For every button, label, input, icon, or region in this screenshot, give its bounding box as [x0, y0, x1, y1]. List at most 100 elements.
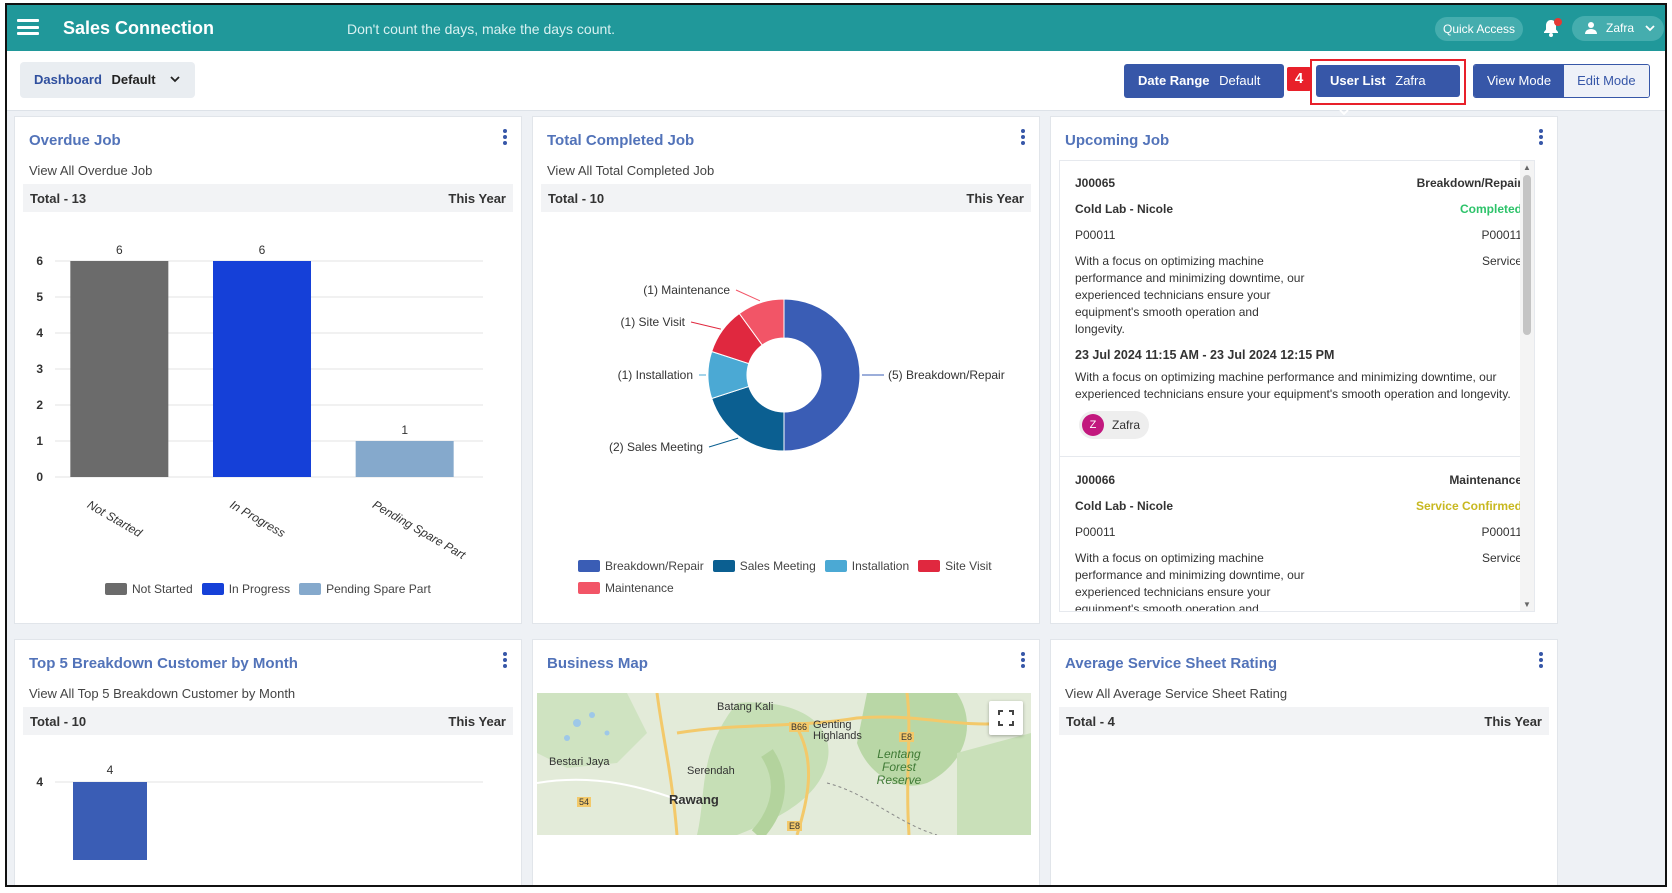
legend-item[interactable]: Pending Spare Part [299, 578, 431, 600]
legend-swatch [105, 583, 127, 595]
map-place-label: Serendah [687, 765, 735, 777]
map-place-label: Rawang [669, 792, 719, 807]
legend-item[interactable]: Maintenance [578, 577, 674, 599]
callout-label: (1) Installation [618, 368, 693, 382]
view-all-link[interactable]: View All Total Completed Job [547, 163, 715, 178]
total-count: Total - 13 [30, 191, 87, 206]
scroll-up-icon[interactable]: ▲ [1523, 163, 1531, 172]
legend-swatch [201, 583, 224, 595]
bar [213, 261, 311, 477]
total-count: Total - 10 [30, 714, 87, 729]
card-title[interactable]: Upcoming Job [1065, 132, 1170, 149]
map-place-label: Batang Kali [717, 701, 774, 713]
card-title[interactable]: Top 5 Breakdown Customer by Month [29, 655, 298, 672]
dashboard-value: Default [111, 72, 156, 87]
status-badge: Completed [1459, 202, 1522, 216]
total-bar: Total - 10 This Year [23, 707, 513, 735]
business-map[interactable]: Batang Kali Genting Highlands Lentang Fo… [537, 693, 1031, 835]
legend-item[interactable]: Breakdown/Repair [578, 555, 704, 577]
legend-label: Breakdown/Repair [605, 559, 704, 573]
card-title[interactable]: Average Service Sheet Rating [1065, 655, 1278, 672]
job-description: With a focus on optimizing machine perfo… [1075, 254, 1305, 336]
callout-label: (1) Site Visit [621, 315, 686, 329]
scrollbar[interactable]: ▲ ▼ [1520, 161, 1534, 611]
view-all-link[interactable]: View All Average Service Sheet Rating [1065, 686, 1288, 701]
chart-legend: Not Started In Progress Pending Spare Part [105, 578, 440, 600]
quick-access-button[interactable]: Quick Access [1435, 17, 1524, 41]
legend-item[interactable]: Sales Meeting [712, 555, 816, 577]
assignee-name: Zafra [1112, 418, 1141, 432]
user-menu[interactable]: Zafra [1572, 16, 1664, 41]
date-range-select[interactable]: Date Range Default [1124, 64, 1284, 98]
chevron-down-icon [1645, 25, 1655, 32]
total-completed-job-card: Total Completed Job View All Total Compl… [532, 116, 1040, 624]
callout-line [735, 289, 761, 302]
avatar: Z [1082, 414, 1104, 436]
more-options-icon[interactable] [1539, 129, 1543, 147]
data-label: 1 [401, 423, 408, 437]
donut-slice [783, 298, 861, 452]
y-tick-label: 1 [36, 434, 43, 448]
y-tick-label: 3 [36, 362, 43, 376]
scroll-down-icon[interactable]: ▼ [1523, 600, 1531, 609]
more-options-icon[interactable] [503, 652, 507, 670]
step-badge: 4 [1287, 67, 1311, 91]
more-options-icon[interactable] [503, 129, 507, 147]
legend-item[interactable]: In Progress [201, 578, 290, 600]
view-mode-button[interactable]: View Mode [1474, 65, 1565, 97]
legend-swatch [918, 560, 941, 572]
edit-mode-button[interactable]: Edit Mode [1564, 65, 1649, 97]
job-code: P00011 [1481, 228, 1522, 242]
more-options-icon[interactable] [1021, 652, 1025, 670]
data-label: 6 [116, 243, 123, 257]
legend-swatch [578, 560, 600, 572]
road-label: B66 [789, 722, 810, 732]
data-label: 4 [107, 763, 114, 777]
legend-item[interactable]: Installation [824, 555, 909, 577]
job-type: Breakdown/Repair [1416, 176, 1522, 190]
legend-item[interactable]: Not Started [105, 578, 193, 600]
period-label: This Year [966, 191, 1024, 206]
menu-icon[interactable] [17, 19, 39, 35]
business-map-card: Business Map Batang Kali Genting Highl [532, 639, 1040, 885]
user-list-value: Zafra [1395, 73, 1426, 88]
card-title[interactable]: Total Completed Job [547, 132, 695, 149]
map-place-label: Lentang Forest Reserve [876, 747, 922, 787]
view-all-link[interactable]: View All Overdue Job [29, 163, 153, 178]
fullscreen-icon [998, 710, 1014, 726]
job-id: J00066 [1075, 473, 1116, 487]
period-label: This Year [448, 191, 506, 206]
list-item[interactable]: J00065 Breakdown/Repair Cold Lab - Nicole… [1060, 161, 1522, 457]
map-place-label: Genting Highlands [813, 719, 862, 742]
more-options-icon[interactable] [1539, 652, 1543, 670]
tagline: Don't count the days, make the days coun… [347, 21, 616, 37]
card-title[interactable]: Overdue Job [29, 132, 121, 149]
view-all-link[interactable]: View All Top 5 Breakdown Customer by Mon… [29, 686, 296, 701]
assignee-chip[interactable]: Z Zafra [1079, 411, 1149, 439]
legend-label: Not Started [132, 582, 193, 596]
dashboard-select[interactable]: Dashboard Default [20, 62, 196, 98]
callout-label: (5) Breakdown/Repair [888, 368, 1005, 382]
card-title[interactable]: Business Map [547, 655, 648, 672]
fullscreen-button[interactable] [989, 701, 1023, 735]
user-name: Zafra [1606, 21, 1635, 35]
top-bar: Sales Connection Don't count the days, m… [7, 5, 1665, 51]
legend-item[interactable]: Site Visit [918, 555, 992, 577]
user-list-select[interactable]: User List Zafra [1316, 65, 1460, 116]
period-label: This Year [1484, 714, 1542, 729]
chart-legend: Breakdown/Repair Sales Meeting Installatio… [578, 555, 1018, 599]
dashboard-label: Dashboard [34, 72, 102, 87]
customer-name: Cold Lab - Nicole [1075, 202, 1174, 216]
job-code: P00011 [1481, 525, 1522, 539]
upcoming-job-list[interactable]: J00065 Breakdown/Repair Cold Lab - Nicole… [1059, 160, 1535, 612]
map-place-label: Bestari Jaya [549, 756, 610, 768]
y-tick-label: 4 [36, 775, 43, 789]
total-bar: Total - 13 This Year [23, 184, 513, 212]
more-options-icon[interactable] [1021, 129, 1025, 147]
job-category: Service [1481, 551, 1522, 565]
scrollbar-thumb[interactable] [1523, 175, 1531, 335]
job-type: Maintenance [1449, 473, 1522, 487]
total-bar: Total - 10 This Year [541, 184, 1031, 212]
road-label: E8 [787, 821, 803, 831]
list-item[interactable]: J00066 Maintenance Cold Lab - Nicole Servi… [1060, 458, 1522, 611]
